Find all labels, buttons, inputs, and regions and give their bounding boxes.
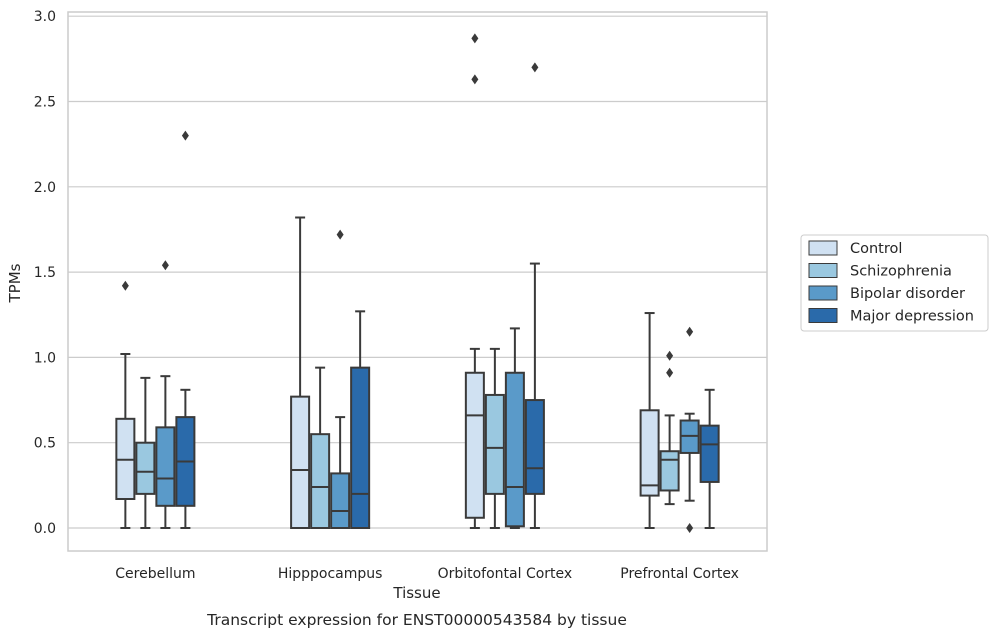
box-body	[310, 433, 331, 530]
outlier-point	[161, 260, 169, 271]
box-body	[135, 441, 156, 495]
box-control	[464, 33, 485, 529]
box-major-depression	[175, 130, 196, 529]
legend-swatch	[808, 263, 838, 278]
legend-label: Schizophrenia	[850, 264, 952, 280]
legend-label: Bipolar disorder	[850, 286, 965, 302]
box-major-depression	[524, 62, 545, 529]
outlier-point	[121, 280, 129, 291]
box-control	[639, 312, 660, 529]
legend-swatch	[808, 308, 838, 323]
outlier-point	[686, 523, 694, 533]
y-tick-label: 0.5	[34, 436, 56, 452]
outlier-point	[531, 62, 539, 73]
box-body	[464, 371, 485, 519]
box-body	[639, 409, 660, 497]
x-tick-label: Hipppocampus	[278, 566, 383, 582]
y-tick-label: 3.0	[34, 9, 56, 25]
x-axis-label: Tissue	[392, 584, 440, 602]
box-major-depression	[699, 388, 720, 529]
box-control	[290, 216, 311, 529]
legend-swatch	[808, 285, 838, 301]
outlier-point	[666, 350, 674, 361]
plot-area-frame	[67, 11, 768, 552]
y-tick-label: 1.0	[34, 350, 56, 366]
figure-caption: Transcript expression for ENST0000054358…	[206, 611, 627, 629]
x-tick-label: Cerebellum	[115, 566, 195, 582]
box-body	[484, 393, 505, 495]
y-axis-label: TPMs	[6, 263, 24, 303]
box-body	[699, 424, 720, 483]
y-tick-label: 2.5	[34, 95, 56, 111]
legend-swatch	[808, 240, 838, 256]
outlier-point	[336, 229, 344, 240]
outlier-point	[471, 74, 479, 85]
legend-label: Control	[850, 241, 902, 257]
box-body	[504, 371, 525, 528]
x-tick-label: Prefrontal Cortex	[620, 566, 739, 582]
box-body	[524, 399, 545, 495]
y-tick-label: 2.0	[34, 180, 56, 196]
box-schizophrenia	[484, 347, 505, 529]
box-body	[290, 395, 311, 529]
box-schizophrenia	[135, 376, 156, 529]
box-schizophrenia	[310, 366, 331, 530]
box-plot-series	[115, 33, 720, 533]
outlier-point	[181, 130, 189, 141]
x-axis-ticks: Cerebellum Hipppocampus Orbitofontal Corte…	[115, 566, 739, 582]
box-bipolar-disorder	[504, 327, 525, 529]
box-body	[659, 450, 680, 492]
box-body	[350, 366, 371, 529]
box-body	[330, 472, 351, 529]
box-bipolar-disorder	[330, 229, 351, 529]
legend-label: Major depression	[850, 309, 974, 325]
box-control	[115, 280, 136, 529]
legend-frame	[800, 234, 989, 332]
legend: Control Schizophrenia Bipolar disorder Majo…	[800, 234, 989, 332]
y-tick-label: 1.5	[34, 265, 56, 281]
outlier-point	[686, 326, 694, 337]
y-axis-ticks: 0.0 0.5 1.0 1.5 2.0 2.5 3.0	[34, 9, 56, 537]
box-schizophrenia	[659, 350, 680, 506]
outlier-point	[666, 367, 674, 378]
box-major-depression	[350, 310, 371, 529]
x-tick-label: Orbitofontal Cortex	[438, 566, 573, 582]
box-bipolar-disorder	[155, 260, 176, 529]
y-tick-label: 0.0	[34, 521, 56, 537]
box-body	[155, 426, 176, 507]
box-bipolar-disorder	[679, 326, 700, 533]
outlier-point	[471, 33, 479, 44]
